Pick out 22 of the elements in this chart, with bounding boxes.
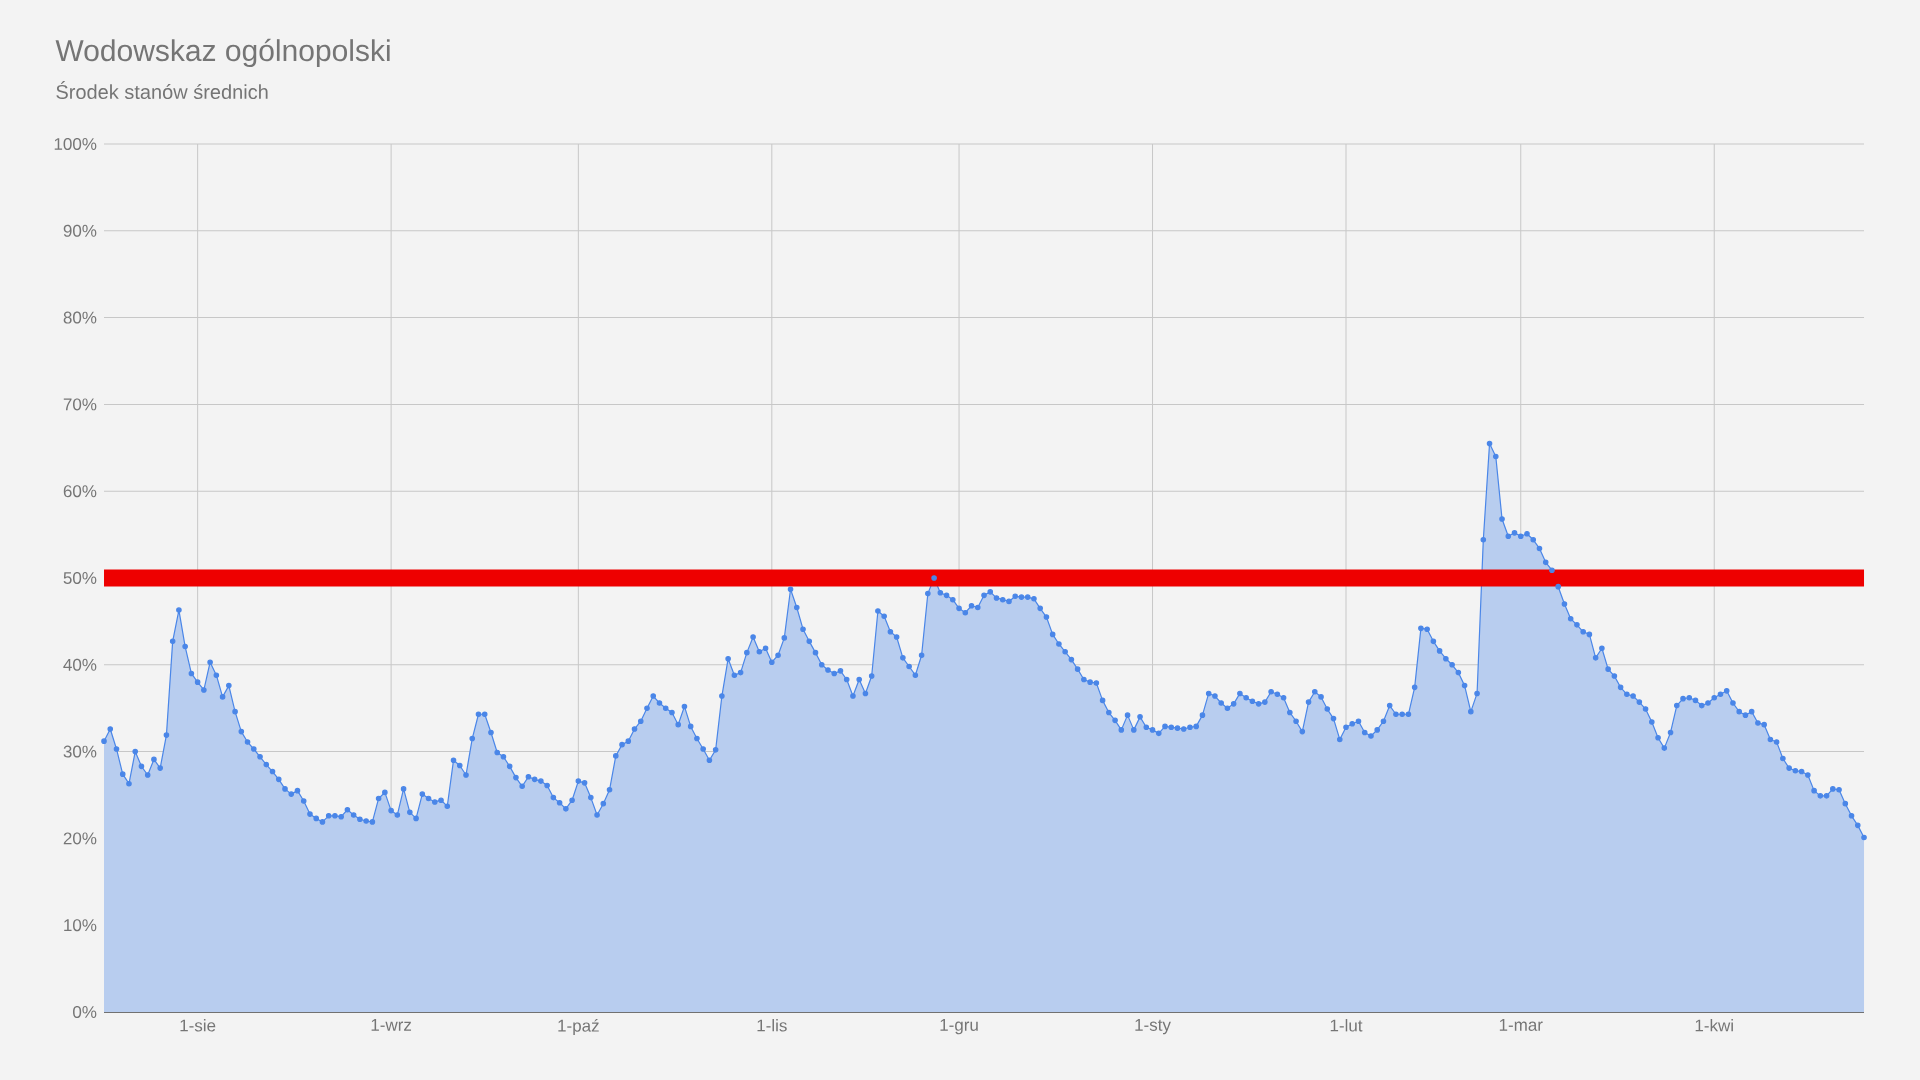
x-tick-label: 1-paź <box>558 1019 599 1036</box>
y-tick-label: 80% <box>63 311 97 324</box>
y-tick-label: 10% <box>64 919 97 932</box>
x-tick-label: 1-wrz <box>371 1019 412 1031</box>
y-tick-label: 40% <box>63 658 97 671</box>
y-tick-label: 20% <box>63 832 97 845</box>
y-tick-label: 60% <box>63 485 97 498</box>
x-tick-label: 1-sie <box>180 1019 216 1032</box>
x-tick-label: 1-gru <box>940 1019 978 1035</box>
y-tick-label: 50% <box>63 571 97 584</box>
chart-title: Wodowskaz ogólnopolski <box>55 38 390 68</box>
y-tick-label: 100% <box>54 137 97 150</box>
x-tick-label: 1-lis <box>757 1019 787 1032</box>
x-tick-label: 1-lut <box>1330 1019 1363 1032</box>
y-tick-label: 90% <box>63 224 97 237</box>
y-tick-label: 70% <box>63 398 97 411</box>
y-tick-label: 30% <box>63 745 97 758</box>
y-tick-label: 0% <box>73 1005 97 1018</box>
x-tick-label: 1-kwi <box>1695 1019 1733 1032</box>
x-tick-label: 1-mar <box>1499 1019 1543 1031</box>
x-tick-label: 1-sty <box>1135 1019 1171 1035</box>
chart-subtitle: Środek stanów średnich <box>56 80 268 100</box>
